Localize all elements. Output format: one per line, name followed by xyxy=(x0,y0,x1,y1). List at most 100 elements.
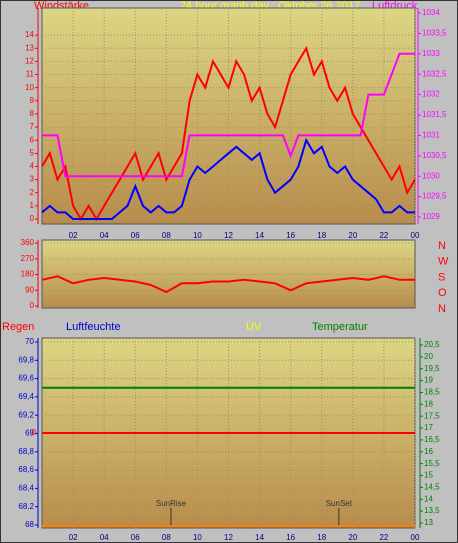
y2-tick-label: 1032,5 xyxy=(422,69,447,78)
y2-tick-label: 13,5 xyxy=(424,506,440,515)
x-tick-label: 16 xyxy=(286,231,295,240)
y-tick-label: 68,6 xyxy=(18,465,34,474)
y-tick-label: 180 xyxy=(21,270,35,279)
y-tick-label: 69,4 xyxy=(18,392,34,401)
series-line xyxy=(41,275,415,294)
y2-tick-label: 1030 xyxy=(422,171,440,180)
x-tick-label: 10 xyxy=(193,231,202,240)
y-tick-label: 11 xyxy=(26,70,35,79)
y2-tick-label: 1033,5 xyxy=(422,29,447,38)
y-tick-label: 3 xyxy=(30,175,35,184)
y2-tick-label: 17,5 xyxy=(424,411,440,420)
x-tick-label: 16 xyxy=(286,533,295,542)
y-tick-label: 10 xyxy=(25,83,34,92)
y2-tick-label: S xyxy=(438,271,445,283)
x-tick-label: 00 xyxy=(411,231,420,240)
y-tick-label: 270 xyxy=(21,254,35,263)
y-tick-label: 4 xyxy=(30,162,35,171)
x-tick-label: 00 xyxy=(411,533,420,542)
x-tick-label: 18 xyxy=(317,533,326,542)
series-line xyxy=(42,52,415,178)
x-tick-label: 14 xyxy=(255,533,264,542)
y-tick-label: 68,8 xyxy=(18,447,34,456)
x-tick-label: 18 xyxy=(317,231,326,240)
y-tick-label: 7 xyxy=(30,122,35,131)
y2-tick-label: 15 xyxy=(424,471,433,480)
y2-tick-label: 19,5 xyxy=(424,364,440,373)
y-tick-label: 69 xyxy=(25,429,34,438)
y2-tick-label: 1032 xyxy=(422,90,440,99)
y2-tick-label: O xyxy=(438,287,447,299)
y-tick-label: 1 xyxy=(30,201,35,210)
temperature-label: Temperatur xyxy=(312,321,368,333)
y-tick-label: 68 xyxy=(25,520,34,529)
y-tick-label: 8 xyxy=(30,109,35,118)
uv-label: UV xyxy=(246,321,262,333)
y-tick-label: 2 xyxy=(30,188,35,197)
y2-tick-label: 1029,5 xyxy=(422,192,447,201)
y2-tick-label: 1029 xyxy=(422,212,440,221)
x-tick-label: 08 xyxy=(162,533,171,542)
x-tick-label: 22 xyxy=(379,533,388,542)
y-tick-label: 69,6 xyxy=(18,374,34,383)
y-tick-label: 12 xyxy=(25,57,34,66)
y2-tick-label: 16,5 xyxy=(424,435,440,444)
y2-tick-label: 20,5 xyxy=(424,340,440,349)
series-line xyxy=(41,137,415,220)
x-tick-label: 02 xyxy=(69,533,78,542)
x-tick-label: 02 xyxy=(69,231,78,240)
y-tick-label: 6 xyxy=(30,135,35,144)
x-tick-label: 14 xyxy=(255,231,264,240)
rain-tick-label: 0 xyxy=(32,428,37,437)
y-tick-label: 9 xyxy=(30,96,35,105)
y-tick-label: 69,2 xyxy=(18,410,34,419)
y2-tick-label: 14 xyxy=(424,494,433,503)
y2-tick-label: 13 xyxy=(424,518,433,527)
chart-title: 24 hour graph day : Oktober 26 2017 xyxy=(180,0,360,12)
y2-tick-label: 1030,5 xyxy=(422,151,447,160)
y2-tick-label: N xyxy=(438,240,446,252)
x-tick-label: 04 xyxy=(100,533,109,542)
x-tick-label: 04 xyxy=(100,231,109,240)
wind-label: Windstärke xyxy=(34,0,89,12)
y2-tick-label: 16 xyxy=(424,447,433,456)
y2-tick-label: 15,5 xyxy=(424,459,440,468)
x-tick-label: 10 xyxy=(193,533,202,542)
rain-label: Regen xyxy=(2,321,34,333)
x-tick-label: 06 xyxy=(131,231,140,240)
y-tick-label: 5 xyxy=(30,148,35,157)
y2-tick-label: N xyxy=(438,303,446,315)
y-tick-label: 360 xyxy=(21,238,35,247)
y2-tick-label: 18 xyxy=(424,399,433,408)
y-tick-label: 69,8 xyxy=(18,355,34,364)
y-tick-label: 68,2 xyxy=(18,502,34,511)
pressure-label: Luftdruck xyxy=(372,0,418,12)
y2-tick-label: 14,5 xyxy=(424,483,440,492)
y-tick-label: 0 xyxy=(30,301,35,310)
y2-tick-label: 19 xyxy=(424,376,433,385)
y-tick-label: 90 xyxy=(25,285,34,294)
y-tick-label: 14 xyxy=(25,30,34,39)
x-tick-label: 12 xyxy=(224,231,233,240)
y-tick-label: 68,4 xyxy=(18,484,34,493)
x-tick-label: 20 xyxy=(348,533,357,542)
sun-label: SunSet xyxy=(326,499,353,508)
y2-tick-label: 1031 xyxy=(422,131,440,140)
x-tick-label: 08 xyxy=(162,231,171,240)
y2-tick-label: 1031,5 xyxy=(422,110,447,119)
y2-tick-label: W xyxy=(438,256,449,268)
humidity-label: Luftfeuchte xyxy=(66,321,120,333)
x-tick-label: 12 xyxy=(224,533,233,542)
x-tick-label: 06 xyxy=(131,533,140,542)
y2-tick-label: 1033 xyxy=(422,49,440,58)
y2-tick-label: 1034 xyxy=(422,8,440,17)
y2-tick-label: 20 xyxy=(424,352,433,361)
x-tick-label: 22 xyxy=(379,231,388,240)
series-line xyxy=(41,45,416,221)
y-tick-label: 0 xyxy=(30,214,35,223)
sun-label: SunRise xyxy=(156,499,187,508)
y2-tick-label: 17 xyxy=(424,423,433,432)
y-tick-label: 70 xyxy=(25,337,34,346)
y-tick-label: 13 xyxy=(25,43,34,52)
